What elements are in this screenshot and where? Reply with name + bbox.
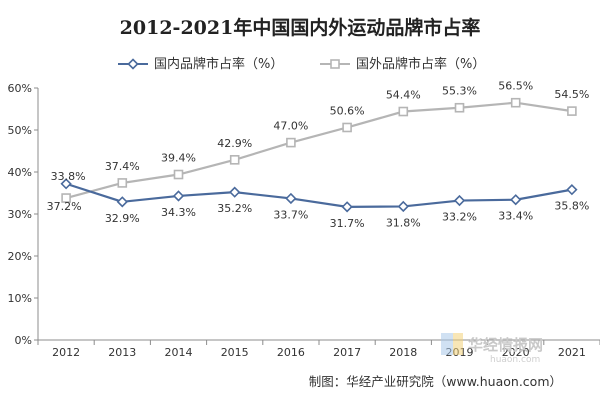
data-point: [566, 184, 578, 196]
watermark-subtext: huaon.com: [490, 355, 540, 365]
data-point: [398, 106, 409, 117]
legend: 国内品牌市占率（%） 国外品牌市占率（%）: [118, 56, 485, 72]
x-tick-label: 2016: [277, 346, 305, 359]
data-label: 56.5%: [498, 80, 533, 93]
data-label: 33.2%: [442, 211, 477, 224]
data-point: [61, 193, 71, 203]
data-point: [286, 137, 296, 148]
data-point: [567, 106, 577, 116]
data-label: 34.3%: [161, 206, 196, 219]
series-line: [65, 101, 573, 200]
data-point: [454, 102, 465, 113]
data-label: 31.8%: [386, 216, 421, 229]
data-label: 35.8%: [554, 200, 589, 213]
data-label: 33.4%: [498, 210, 533, 223]
x-tick-label: 2012: [52, 346, 80, 359]
legend-marker: [330, 59, 340, 69]
data-label: 37.2%: [47, 200, 82, 213]
data-labels: 37.2% 32.9% 34.3% 35.2% 33.7% 31.7% 31.8% 33.2%…: [47, 80, 590, 230]
data-label: 50.6%: [330, 104, 365, 117]
series-line: [65, 182, 573, 208]
data-label: 42.9%: [217, 137, 252, 150]
watermark-text: 华经情报网: [468, 336, 543, 354]
data-point: [172, 190, 185, 202]
data-label: 32.9%: [105, 212, 140, 225]
data-label: 33.7%: [273, 208, 308, 221]
x-tick-label: 2018: [389, 346, 417, 359]
data-label: 35.2%: [217, 202, 252, 215]
data-point: [60, 178, 72, 190]
series-layer: [60, 97, 578, 213]
source-note: 制图：华经产业研究院（www.huaon.com）: [309, 374, 562, 389]
data-point: [341, 201, 353, 213]
data-point: [229, 186, 241, 198]
data-point: [453, 194, 466, 207]
watermark-logo-block: [441, 333, 453, 355]
y-tick-label: 50%: [8, 124, 32, 137]
y-tick-label: 30%: [8, 208, 32, 221]
y-tick-label: 60%: [8, 82, 32, 95]
data-point: [397, 200, 409, 213]
x-tick-label: 2017: [333, 346, 361, 359]
data-label: 39.4%: [161, 152, 196, 165]
data-label: 54.5%: [554, 88, 589, 101]
legend-marker: [127, 58, 139, 70]
legend-label: 国内品牌市占率（%）: [154, 56, 283, 72]
data-point: [229, 155, 240, 165]
data-label: 33.8%: [51, 170, 86, 183]
data-label: 47.0%: [273, 120, 308, 133]
x-tick-label: 2015: [221, 346, 249, 359]
watermark-logo-block: [453, 333, 463, 355]
y-tick-label: 40%: [8, 166, 32, 179]
legend-label: 国外品牌市占率（%）: [356, 56, 485, 72]
y-tick-label: 0%: [15, 334, 32, 347]
x-tick-label: 2013: [108, 346, 136, 359]
data-point: [116, 196, 128, 208]
data-point: [342, 122, 352, 133]
x-tick-label: 2021: [558, 346, 586, 359]
data-point: [510, 194, 522, 206]
data-label: 37.4%: [105, 160, 140, 173]
data-label: 54.4%: [386, 89, 421, 102]
data-point: [285, 192, 297, 205]
data-label: 31.7%: [330, 217, 365, 230]
y-tick-label: 20%: [8, 250, 32, 263]
x-tick-label: 2014: [165, 346, 193, 359]
y-tick-label: 10%: [8, 292, 32, 305]
x-tick-label: 2020: [502, 346, 530, 359]
data-point: [117, 178, 128, 188]
data-point: [173, 169, 184, 180]
chart-title: 2012-2021年中国国内外运动品牌市占率: [120, 16, 481, 39]
data-point: [510, 97, 521, 108]
data-label: 55.3%: [442, 85, 477, 98]
